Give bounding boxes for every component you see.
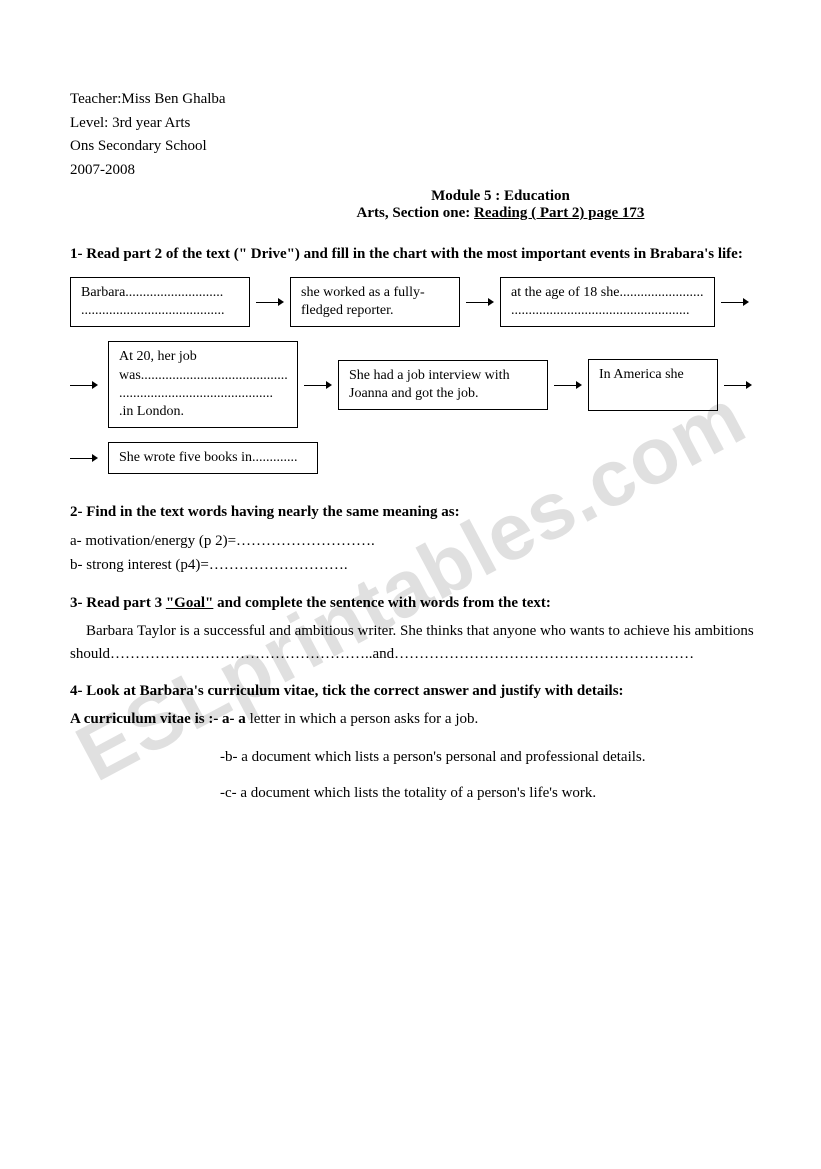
flow-box-6: In America she <box>588 359 718 411</box>
q4-lead: A curriculum vitae is :- a- a letter in … <box>70 708 771 731</box>
q2-sub-b: b- strong interest (p4)=………………………. <box>70 553 771 577</box>
flow-box-2: she worked as a fully-fledged reporter. <box>290 277 460 327</box>
q2-text: 2- Find in the text words having nearly … <box>70 504 460 520</box>
title-line-2: Arts, Section one: Reading ( Part 2) pag… <box>230 205 771 222</box>
question-2: 2- Find in the text words having nearly … <box>70 504 771 521</box>
teacher-line: Teacher:Miss Ben Ghalba <box>70 90 771 110</box>
flow-box-4: At 20, her job was......................… <box>108 341 298 428</box>
q4-options: -b- a document which lists a person's pe… <box>220 739 771 811</box>
q2-sub-a: a- motivation/energy (p 2)=………………………. <box>70 529 771 553</box>
title-prefix: Arts, Section one: <box>357 205 474 221</box>
flow-box-1: Barbara............................ ....… <box>70 277 250 327</box>
title-line-1: Module 5 : Education <box>230 188 771 205</box>
flow-box-7: She wrote five books in............. <box>108 442 318 474</box>
q3-paragraph: Barbara Taylor is a successful and ambit… <box>70 620 771 665</box>
header-block: Teacher:Miss Ben Ghalba Level: 3rd year … <box>70 90 771 180</box>
q1-text: 1- Read part 2 of the text (" Drive") an… <box>70 246 743 262</box>
flow-row-1: Barbara............................ ....… <box>70 277 771 327</box>
year-line: 2007-2008 <box>70 161 771 181</box>
question-3: 3- Read part 3 "Goal" and complete the s… <box>70 595 771 612</box>
q4-lead-rest: letter in which a person asks for a job. <box>250 711 479 727</box>
q3-suffix: and complete the sentence with words fro… <box>213 595 551 611</box>
q3-goal: "Goal" <box>166 595 214 611</box>
q4-lead-bold: A curriculum vitae is :- a- a <box>70 711 250 727</box>
q4-opt-c: -c- a document which lists the totality … <box>220 775 771 811</box>
flow-row-2: At 20, her job was......................… <box>70 341 771 428</box>
flow-box-3: at the age of 18 she....................… <box>500 277 715 327</box>
level-line: Level: 3rd year Arts <box>70 114 771 134</box>
watermark: ESLprintables.com <box>62 370 760 799</box>
q4-opt-b: -b- a document which lists a person's pe… <box>220 739 771 775</box>
flow-row-3: She wrote five books in............. <box>70 442 771 474</box>
q4-text: 4- Look at Barbara's curriculum vitae, t… <box>70 683 624 699</box>
school-line: Ons Secondary School <box>70 137 771 157</box>
title-underline: Reading ( Part 2) page 173 <box>474 205 644 221</box>
q3-prefix: 3- Read part 3 <box>70 595 166 611</box>
question-1: 1- Read part 2 of the text (" Drive") an… <box>70 246 771 263</box>
flow-box-5: She had a job interview with Joanna and … <box>338 360 548 410</box>
title-block: Module 5 : Education Arts, Section one: … <box>230 188 771 222</box>
question-4: 4- Look at Barbara's curriculum vitae, t… <box>70 683 771 700</box>
